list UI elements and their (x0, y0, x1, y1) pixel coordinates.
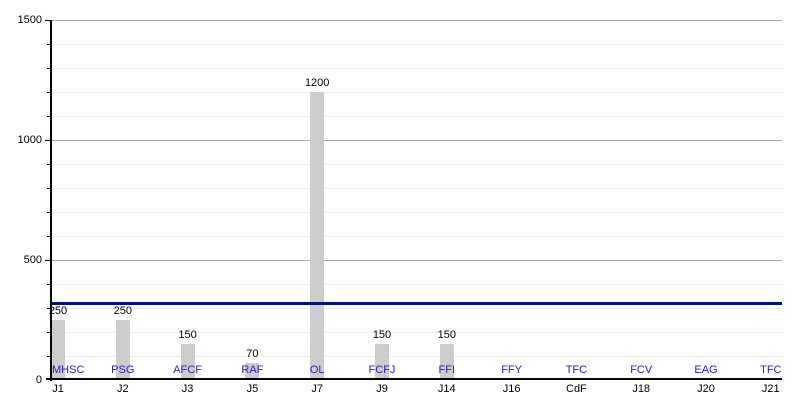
y-tick-label: 1500 (17, 14, 42, 26)
y-axis-tick (47, 307, 51, 309)
bar (115, 320, 130, 378)
category-label: J20 (697, 383, 715, 395)
y-axis-tick (47, 355, 51, 357)
gridline-minor (51, 187, 782, 189)
team-label: AFCF (173, 364, 202, 376)
team-label: RAF (241, 364, 264, 376)
gridline-minor (51, 307, 782, 309)
bar-value-label: 1200 (304, 77, 330, 89)
y-axis-line (50, 20, 52, 381)
y-axis-tick (47, 43, 51, 45)
team-label: TFC (565, 364, 588, 376)
bar (51, 320, 65, 378)
gridline-minor (51, 115, 782, 117)
gridline-minor (51, 91, 782, 93)
bar-value-label: 150 (178, 329, 197, 341)
bar (245, 363, 260, 378)
y-axis-tick (45, 19, 51, 21)
gridline-minor (51, 355, 782, 357)
gridline-minor (51, 43, 782, 45)
gridline-minor (51, 163, 782, 165)
y-axis-tick (47, 115, 51, 117)
y-axis-tick (47, 331, 51, 333)
category-label: J9 (376, 383, 388, 395)
team-label: PSG (111, 364, 135, 376)
x-axis-line (46, 378, 782, 380)
y-axis-tick (45, 139, 51, 141)
category-label: J2 (116, 383, 129, 395)
reference-line (51, 301, 782, 305)
team-label: OL (309, 364, 325, 376)
team-label: MHSC (52, 364, 85, 376)
team-label: FCV (630, 364, 653, 376)
bar (439, 344, 454, 378)
category-label: J14 (437, 383, 456, 395)
bar (180, 344, 195, 378)
bar (375, 344, 389, 378)
y-axis-tick (47, 67, 51, 69)
team-label: EAG (694, 364, 718, 376)
team-label: TFC (760, 364, 782, 376)
category-label: J3 (181, 383, 194, 395)
y-axis-tick (47, 283, 51, 285)
y-axis-tick (47, 91, 51, 93)
bar-value-label: 250 (113, 305, 132, 317)
gridline-minor (51, 211, 782, 213)
bar-value-label: 150 (437, 329, 456, 341)
category-label: CdF (566, 383, 587, 395)
y-tick-label: 0 (35, 374, 42, 386)
category-label: J7 (311, 383, 323, 395)
bar-value-label: 70 (246, 348, 259, 361)
y-axis-tick (47, 187, 51, 189)
y-axis-tick (47, 235, 51, 237)
bar-value-label: 150 (372, 329, 392, 341)
category-label: J16 (502, 383, 521, 395)
team-label: FFY (501, 364, 522, 376)
category-label: J21 (761, 383, 780, 395)
y-tick-label: 500 (23, 254, 42, 266)
gridline-major (51, 259, 782, 261)
category-label: J18 (632, 383, 651, 395)
gridline-minor (51, 67, 782, 69)
y-tick-label: 1000 (17, 134, 42, 146)
gridline-minor (51, 235, 782, 237)
bar (310, 92, 325, 378)
team-label: FFI (438, 364, 456, 376)
gridline-major (51, 139, 782, 141)
category-label: J1 (52, 383, 64, 395)
gridline-major (51, 19, 782, 21)
y-axis-tick (47, 163, 51, 165)
gridline-minor (51, 283, 782, 285)
gridline-minor (51, 331, 782, 333)
category-label: J5 (246, 383, 259, 395)
bar-value-label: 250 (48, 305, 68, 317)
y-axis-tick (47, 211, 51, 213)
team-label: FCFJ (368, 364, 396, 376)
y-axis-tick (45, 259, 51, 261)
